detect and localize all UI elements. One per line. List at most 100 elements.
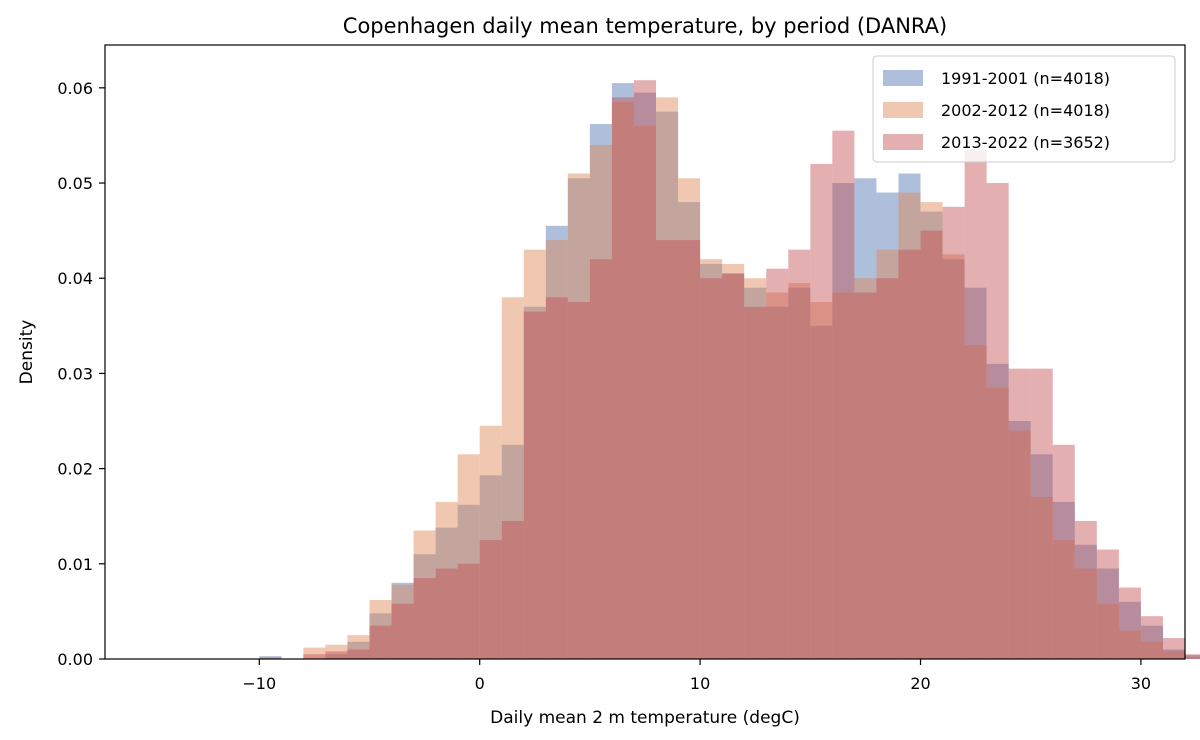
bar-series-1-bin-21 [722,273,745,659]
y-axis-label: Density [17,320,37,385]
bar-series-1-bin-20 [700,263,723,659]
bar-series-1-bin-18 [656,111,679,659]
bar-series-3-bin-7 [413,578,436,659]
bar-series-2-bin-31 [942,254,965,659]
bar-series-3-bin-25 [810,163,833,659]
bar-series-3-bin-10 [479,540,502,659]
bar-series-3-bin-12 [523,311,546,659]
bar-series-3-bin-21 [722,273,745,659]
bar-series-3-bin-29 [898,249,921,659]
bar-series-2-bin-30 [920,202,943,659]
bar-series-2-bin-23 [766,292,789,659]
bar-series-1-bin-30 [920,211,943,659]
bar-series-1-bin-9 [457,504,480,659]
bar-series-1-bin-34 [1008,421,1031,659]
y-tick-label: 0.05 [57,174,93,193]
bar-series-3-bin-35 [1030,368,1053,659]
bar-series-1-bin-38 [1096,568,1119,659]
bar-series-3-bin-28 [876,278,899,659]
bar-series-1-bin-31 [942,259,965,659]
bar-series-2-bin-15 [589,144,612,659]
bar-series-3-bin-33 [986,183,1009,659]
bar-series-3-bin-3 [325,651,348,659]
bar-series-3-bin-22 [744,306,767,659]
histogram-bars [259,80,1200,660]
bar-series-1-bin-3 [325,654,348,659]
bar-series-3-bin-11 [501,520,524,659]
bar-series-3-bin-6 [391,603,414,659]
bar-series-1-bin-24 [788,287,811,659]
bar-series-1-bin-7 [413,554,436,659]
bar-series-3-bin-5 [369,625,392,659]
bar-series-3-bin-32 [964,149,987,659]
bar-series-2-bin-41 [1162,651,1185,659]
bar-series-1-bin-29 [898,173,921,659]
legend-box [872,55,1176,163]
bar-series-1-bin-17 [633,92,657,659]
bar-series-2-bin-25 [810,302,833,659]
bar-series-2-bin-40 [1140,641,1163,659]
bar-series-1-bin-41 [1162,649,1185,659]
legend-label-2: 2002-2012 (n=4018) [941,101,1110,120]
y-tick-label: 0.06 [57,79,93,98]
bar-series-2-bin-2 [303,647,326,659]
bar-series-3-bin-26 [832,130,855,659]
bar-series-3-bin-23 [766,268,789,659]
bar-series-2-bin-33 [986,387,1009,659]
bar-series-2-bin-34 [1008,430,1031,659]
bar-series-2-bin-36 [1052,540,1075,659]
bar-series-1-bin-4 [347,641,370,659]
bar-series-2-bin-3 [325,644,348,659]
bar-series-2-bin-42 [1185,657,1200,659]
plot-frame [104,44,1186,660]
y-tick-label: 0.03 [57,364,93,383]
x-tick-label: 10 [690,674,710,693]
bar-series-2-bin-21 [722,263,745,659]
bar-series-2-bin-4 [347,635,370,659]
bar-series-2-bin-0 [259,657,282,659]
bar-series-1-bin-28 [876,192,899,659]
legend-swatch-3 [883,134,923,150]
bar-series-2-bin-9 [457,454,480,659]
y-tick-label: 0.01 [57,555,93,574]
bar-series-2-bin-11 [501,297,524,659]
bar-series-2-bin-19 [678,178,701,660]
bar-series-3-bin-37 [1074,520,1097,659]
bar-series-2-bin-27 [854,278,877,659]
bar-series-1-bin-37 [1074,544,1097,659]
bar-series-2-bin-20 [700,259,723,659]
bar-series-1-bin-25 [810,325,833,659]
bar-series-2-bin-35 [1030,497,1053,659]
bar-series-2-bin-29 [898,192,921,659]
y-axis: 0.00 0.01 0.02 0.03 0.04 0.05 0.06 [57,79,105,669]
bar-series-1-bin-35 [1030,454,1053,659]
bar-series-2-bin-24 [788,282,811,659]
bar-series-2-bin-8 [435,501,458,659]
legend: 1991-2001 (n=4018) 2002-2012 (n=4018) 2013… [872,55,1176,163]
bar-series-2-bin-10 [479,425,502,659]
bar-series-2-bin-28 [876,249,899,659]
bar-series-3-bin-36 [1052,444,1075,659]
bar-series-1-bin-23 [766,306,789,659]
x-tick-label: 30 [1131,674,1151,693]
chart-title: Copenhagen daily mean temperature, by pe… [343,14,947,38]
x-tick-label: 20 [910,674,930,693]
bar-series-2-bin-22 [744,278,767,659]
legend-label-1: 1991-2001 (n=4018) [941,69,1110,88]
bar-series-1-bin-39 [1118,601,1141,659]
bar-series-3-bin-38 [1096,549,1119,659]
bar-series-3-bin-4 [347,649,370,659]
bar-series-1-bin-10 [479,475,502,659]
x-tick-label: 0 [475,674,485,693]
y-tick-label: 0.02 [57,460,93,479]
bar-series-1-bin-14 [567,178,590,660]
bar-series-1-bin-22 [744,287,767,659]
bar-series-3-bin-41 [1162,638,1185,659]
bar-series-3-bin-14 [567,302,590,659]
bar-series-1-bin-36 [1052,501,1075,659]
bar-series-3-bin-19 [678,240,701,660]
bar-series-3-bin-39 [1118,587,1141,659]
bar-series-2-bin-16 [611,102,634,660]
bar-series-1-bin-27 [854,178,877,660]
